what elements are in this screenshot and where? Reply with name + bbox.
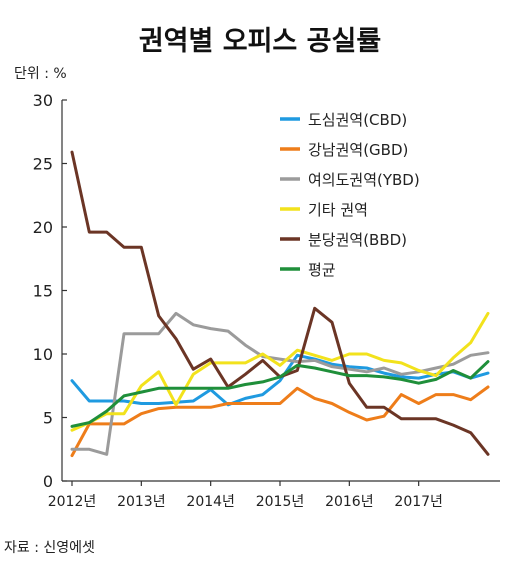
x-tick-label: 2016년 (325, 494, 374, 510)
axes (61, 100, 500, 482)
legend-label: 여의도권역(YBD) (308, 171, 420, 189)
legend-label: 기타 권역 (308, 201, 368, 219)
y-tick-label: 15 (33, 282, 53, 301)
y-tick-label: 5 (43, 409, 53, 428)
y-ticks: 0 5 10 15 20 25 30 (33, 91, 67, 491)
x-tick-label: 2013년 (117, 494, 166, 510)
unit-label: 단위 : % (14, 66, 67, 82)
series-line-5 (70, 360, 490, 428)
legend-label: 평균 (308, 261, 336, 279)
x-tick-label: 2012년 (48, 494, 97, 510)
series-line-3 (70, 311, 490, 432)
x-tick-label: 2014년 (186, 494, 235, 510)
y-tick-label: 20 (33, 218, 53, 237)
y-tick-label: 25 (33, 155, 53, 174)
series-lines (70, 150, 490, 458)
x-tick-label: 2015년 (256, 494, 305, 510)
legend-label: 도심권역(CBD) (308, 111, 407, 129)
x-tick-label: 2017년 (394, 494, 443, 510)
series-line-2 (70, 311, 490, 456)
series-line-0 (70, 353, 490, 407)
chart-title: 권역별 오피스 공실률 (139, 26, 381, 57)
legend: 도심권역(CBD) 강남권역(GBD) 여의도권역(YBD) 기타 권역분당권역(BB… (280, 111, 420, 279)
y-tick-label: 10 (33, 345, 53, 364)
y-tick-label: 0 (43, 472, 53, 491)
legend-label: 강남권역(GBD) (308, 141, 408, 159)
source-label: 자료 : 신영에셋 (4, 540, 95, 556)
series-line-1 (70, 385, 490, 458)
x-ticks: 2012년 2013년 2014년 2015년 2016년 2017년 (48, 481, 443, 510)
y-tick-label: 30 (33, 91, 53, 110)
legend-label: 분당권역(BBD) (308, 231, 407, 249)
series-line-4 (70, 150, 490, 456)
